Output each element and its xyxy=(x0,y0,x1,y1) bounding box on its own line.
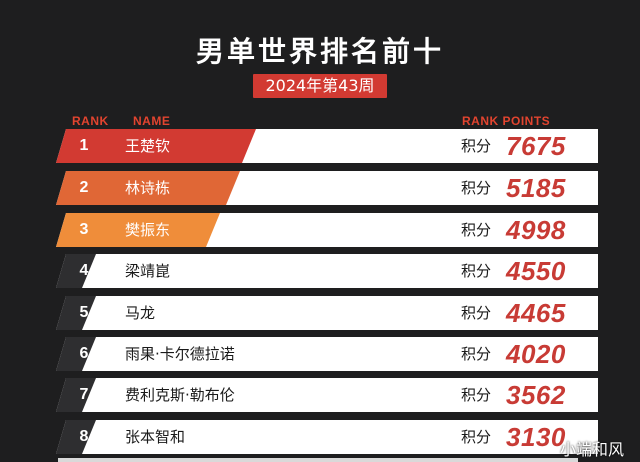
table-row: 3 樊振东 积分 4998 xyxy=(56,213,598,247)
rank-number: 4 xyxy=(79,262,89,279)
row-background xyxy=(56,378,598,412)
points-value: 4998 xyxy=(506,215,566,245)
table-row: 2 林诗栋 积分 5185 xyxy=(56,171,598,205)
page-title: 男单世界排名前十 xyxy=(195,35,444,68)
points-value: 7675 xyxy=(506,131,566,161)
row-background xyxy=(56,337,598,371)
points-value: 4550 xyxy=(506,256,566,286)
table-row: 4 梁靖崑 积分 4550 xyxy=(56,254,598,288)
points-label: 积分 xyxy=(461,179,492,197)
player-name: 梁靖崑 xyxy=(125,262,171,280)
points-label: 积分 xyxy=(461,345,492,363)
player-name: 张本智和 xyxy=(125,428,186,446)
points-label: 积分 xyxy=(461,386,492,404)
points-value: 4020 xyxy=(506,339,566,369)
rank-number: 3 xyxy=(79,221,89,238)
rank-number: 5 xyxy=(79,304,89,321)
row-background xyxy=(56,254,598,288)
points-label: 积分 xyxy=(461,137,492,155)
rank-accent xyxy=(56,129,256,163)
rank-number: 6 xyxy=(79,345,89,362)
player-name: 王楚钦 xyxy=(125,137,171,155)
points-label: 积分 xyxy=(461,428,492,446)
points-value: 3130 xyxy=(506,422,566,452)
table-row: 5 马龙 积分 4465 xyxy=(56,296,598,330)
rank-accent xyxy=(56,213,220,247)
rank-number: 7 xyxy=(79,386,89,403)
name-column-header: NAME xyxy=(133,114,171,128)
points-value: 4465 xyxy=(506,298,566,328)
points-value: 3562 xyxy=(506,380,566,410)
player-name: 马龙 xyxy=(125,304,156,322)
row-background xyxy=(56,296,598,330)
player-name: 林诗栋 xyxy=(125,179,171,197)
watermark: 小端和风 xyxy=(560,440,625,459)
rank-number: 2 xyxy=(79,179,89,196)
rank-accent xyxy=(56,171,240,205)
table-row: 6 雨果·卡尔德拉诺 积分 4020 xyxy=(56,337,598,371)
player-name: 樊振东 xyxy=(125,221,171,239)
rank-column-header: RANK xyxy=(72,114,109,128)
player-name: 雨果·卡尔德拉诺 xyxy=(125,345,235,363)
points-value: 5185 xyxy=(506,173,566,203)
bottom-partial-row xyxy=(58,458,578,462)
table-row: 7 费利克斯·勒布伦 积分 3562 xyxy=(56,378,598,412)
points-label: 积分 xyxy=(461,304,492,322)
points-label: 积分 xyxy=(461,221,492,239)
row-background xyxy=(56,420,598,454)
table-row: 1 王楚钦 积分 7675 xyxy=(56,129,598,163)
points-label: 积分 xyxy=(461,262,492,280)
points-column-header: RANK POINTS xyxy=(462,114,551,128)
rank-number: 8 xyxy=(79,428,89,445)
player-name: 费利克斯·勒布伦 xyxy=(125,386,235,404)
table-row: 8 张本智和 积分 3130 xyxy=(56,420,598,454)
rank-number: 1 xyxy=(79,137,89,154)
week-badge: 2024年第43周 xyxy=(253,74,387,98)
